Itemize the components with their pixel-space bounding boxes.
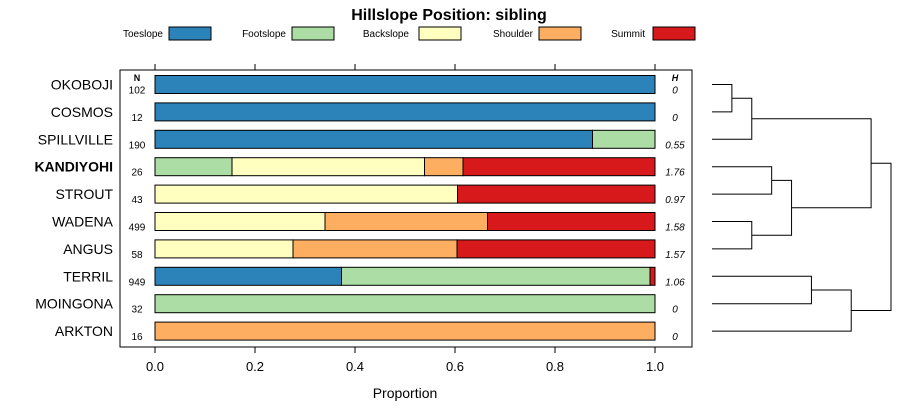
row-label-cosmos: COSMOS <box>51 104 113 120</box>
legend: Toeslope Footslope Backslope Shoulder Summit <box>123 26 696 41</box>
n-value-okoboji: 102 <box>129 86 146 97</box>
row-label-moingona: MOINGONA <box>35 296 113 312</box>
h-value-wadena: 1.58 <box>665 223 685 234</box>
legend-label-shoulder: Shoulder <box>493 29 534 40</box>
bar-terril-summit <box>649 266 656 286</box>
row-label-spillville: SPILLVILLE <box>38 131 113 147</box>
bar-wadena-shoulder <box>324 212 488 231</box>
x-tick-label-5: 1.0 <box>646 359 664 374</box>
bar-angus-shoulder <box>292 239 458 259</box>
dendrogram-link-3 <box>712 221 753 250</box>
plot-frame <box>119 69 693 348</box>
h-value-kandiyohi: 1.76 <box>665 168 685 179</box>
bar-okoboji-toeslope <box>154 75 656 94</box>
bar-strout-backslope <box>154 184 458 204</box>
n-value-strout: 43 <box>131 195 143 206</box>
dendrogram-link-2 <box>712 166 773 195</box>
bar-spillville-footslope <box>592 129 656 149</box>
legend-label-footslope: Footslope <box>242 29 286 40</box>
n-value-angus: 58 <box>131 250 143 261</box>
x-tick-label-4: 0.8 <box>546 359 564 374</box>
legend-label-backslope: Backslope <box>363 29 410 40</box>
bar-wadena-summit <box>487 212 656 231</box>
h-value-arkton: 0 <box>672 332 678 343</box>
n-value-spillville: 190 <box>129 140 146 151</box>
x-tick-label-2: 0.4 <box>346 359 364 374</box>
bar-kandiyohi-shoulder <box>424 157 464 177</box>
h-value-cosmos: 0 <box>672 113 678 124</box>
h-value-spillville: 0.55 <box>665 140 685 151</box>
dendrogram-link-8 <box>851 162 892 312</box>
h-column-header: H <box>672 73 679 83</box>
legend-swatch-footslope <box>291 26 335 41</box>
row-label-angus: ANGUS <box>63 241 113 257</box>
legend-swatch-toeslope <box>168 26 212 41</box>
x-tick-label-3: 0.6 <box>446 359 464 374</box>
bar-spillville-toeslope <box>154 129 593 149</box>
row-label-wadena: WADENA <box>52 214 114 230</box>
h-value-terril: 1.06 <box>665 277 685 288</box>
h-value-moingona: 0 <box>672 305 678 316</box>
n-value-moingona: 32 <box>131 305 143 316</box>
row-label-arkton: ARKTON <box>55 323 113 339</box>
n-value-arkton: 16 <box>131 332 143 343</box>
legend-swatch-shoulder <box>538 26 582 41</box>
bar-kandiyohi-footslope <box>154 157 233 177</box>
dendrogram-link-7 <box>712 289 852 332</box>
rows: OKOBOJI 102 0 COSMOS 12 0 SPILLVILLE 190 0.55 KAN… <box>34 75 685 343</box>
bar-cosmos-toeslope <box>154 102 656 122</box>
row-label-okoboji: OKOBOJI <box>51 77 113 93</box>
n-value-cosmos: 12 <box>131 113 143 124</box>
bar-angus-summit <box>456 239 656 259</box>
bar-strout-summit <box>457 184 656 204</box>
n-value-kandiyohi: 26 <box>131 168 143 179</box>
x-tick-label-1: 0.2 <box>246 359 264 374</box>
x-axis-label: Proportion <box>373 385 438 401</box>
legend-swatch-backslope <box>418 26 462 41</box>
legend-label-toeslope: Toeslope <box>123 29 163 40</box>
row-label-strout: STROUT <box>55 186 113 202</box>
h-value-angus: 1.57 <box>665 250 685 261</box>
legend-swatch-summit <box>652 26 696 41</box>
bar-wadena-backslope <box>154 212 326 231</box>
dendrogram-link-6 <box>712 275 812 305</box>
x-axis: 0.0 0.2 0.4 0.6 0.8 1.0 <box>146 64 664 374</box>
bar-terril-toeslope <box>154 266 342 286</box>
dendrogram <box>712 84 892 332</box>
bar-terril-footslope <box>341 266 651 286</box>
x-tick-label-0: 0.0 <box>146 359 164 374</box>
h-value-okoboji: 0 <box>672 86 678 97</box>
bar-kandiyohi-summit <box>462 157 656 177</box>
dendrogram-link-5 <box>751 118 872 209</box>
h-value-strout: 0.97 <box>665 195 685 206</box>
bar-moingona-footslope <box>154 294 656 314</box>
bar-kandiyohi-backslope <box>231 157 425 177</box>
legend-label-summit: Summit <box>611 29 645 40</box>
n-value-wadena: 499 <box>129 223 146 234</box>
row-label-terril: TERRIL <box>63 268 113 284</box>
n-value-terril: 949 <box>129 277 146 288</box>
bar-arkton-shoulder <box>154 321 656 341</box>
bar-angus-backslope <box>154 239 294 259</box>
chart-title: Hillslope Position: sibling <box>351 7 547 24</box>
row-label-kandiyohi: KANDIYOHI <box>34 159 113 175</box>
dendrogram-link-0 <box>712 84 733 113</box>
n-column-header: N <box>134 73 141 83</box>
